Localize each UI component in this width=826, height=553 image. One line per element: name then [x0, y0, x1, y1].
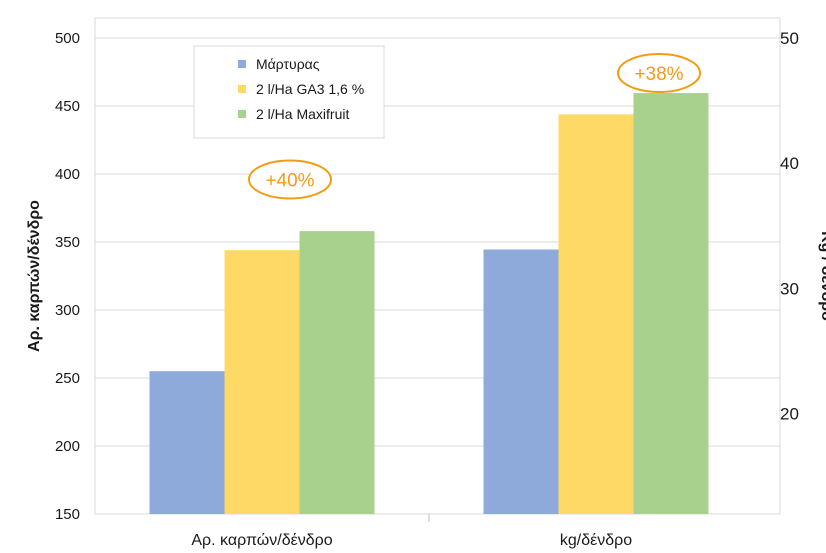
right-tick-label: 30: [780, 279, 799, 298]
right-axis-title: Kg / δένδρο: [818, 231, 826, 321]
left-tick-label: 450: [55, 98, 80, 115]
left-tick-label: 300: [55, 302, 80, 319]
left-tick-label: 350: [55, 234, 80, 251]
category-label: Αρ. καρπών/δένδρο: [191, 532, 332, 549]
category-label: kg/δένδρο: [560, 532, 632, 549]
legend-swatch: [238, 85, 246, 93]
bars: [149, 93, 709, 514]
bar: [483, 249, 559, 514]
left-axis-title: Αρ. καρπών/δένδρο: [26, 200, 43, 352]
annotation-ellipse: [248, 159, 332, 200]
bar: [299, 231, 375, 514]
annotation-label: +40%: [265, 170, 314, 191]
legend-label: 2 l/Ha Maxifruit: [256, 106, 349, 122]
legend-swatch: [238, 110, 246, 118]
bar: [224, 250, 300, 514]
right-tick-label: 40: [780, 154, 799, 173]
legend-box: [193, 45, 385, 139]
annotations: +40% +38%: [248, 53, 701, 200]
right-tick-label: 50: [780, 29, 799, 48]
bar: [558, 114, 634, 514]
legend-label: 2 l/Ha GA3 1,6 %: [256, 81, 364, 97]
left-tick-label: 150: [55, 506, 80, 523]
right-tick-label: 20: [780, 404, 799, 423]
annotation-ellipse: [617, 53, 701, 94]
bar: [149, 371, 225, 514]
legend-label: Μάρτυρας: [256, 56, 320, 72]
left-tick-label: 250: [55, 370, 80, 387]
axes: 150 200 250 300 350 400 450 500 20 30 40 50 Αρ. καρπ…: [26, 29, 826, 549]
annotation-label: +38%: [634, 64, 683, 85]
legend: Μάρτυρας 2 l/Ha GA3 1,6 % 2 l/Ha Maxifruit: [193, 45, 385, 139]
left-tick-label: 200: [55, 438, 80, 455]
left-tick-label: 400: [55, 166, 80, 183]
legend-swatch: [238, 60, 246, 68]
left-tick-label: 500: [55, 30, 80, 47]
bar: [633, 93, 709, 514]
